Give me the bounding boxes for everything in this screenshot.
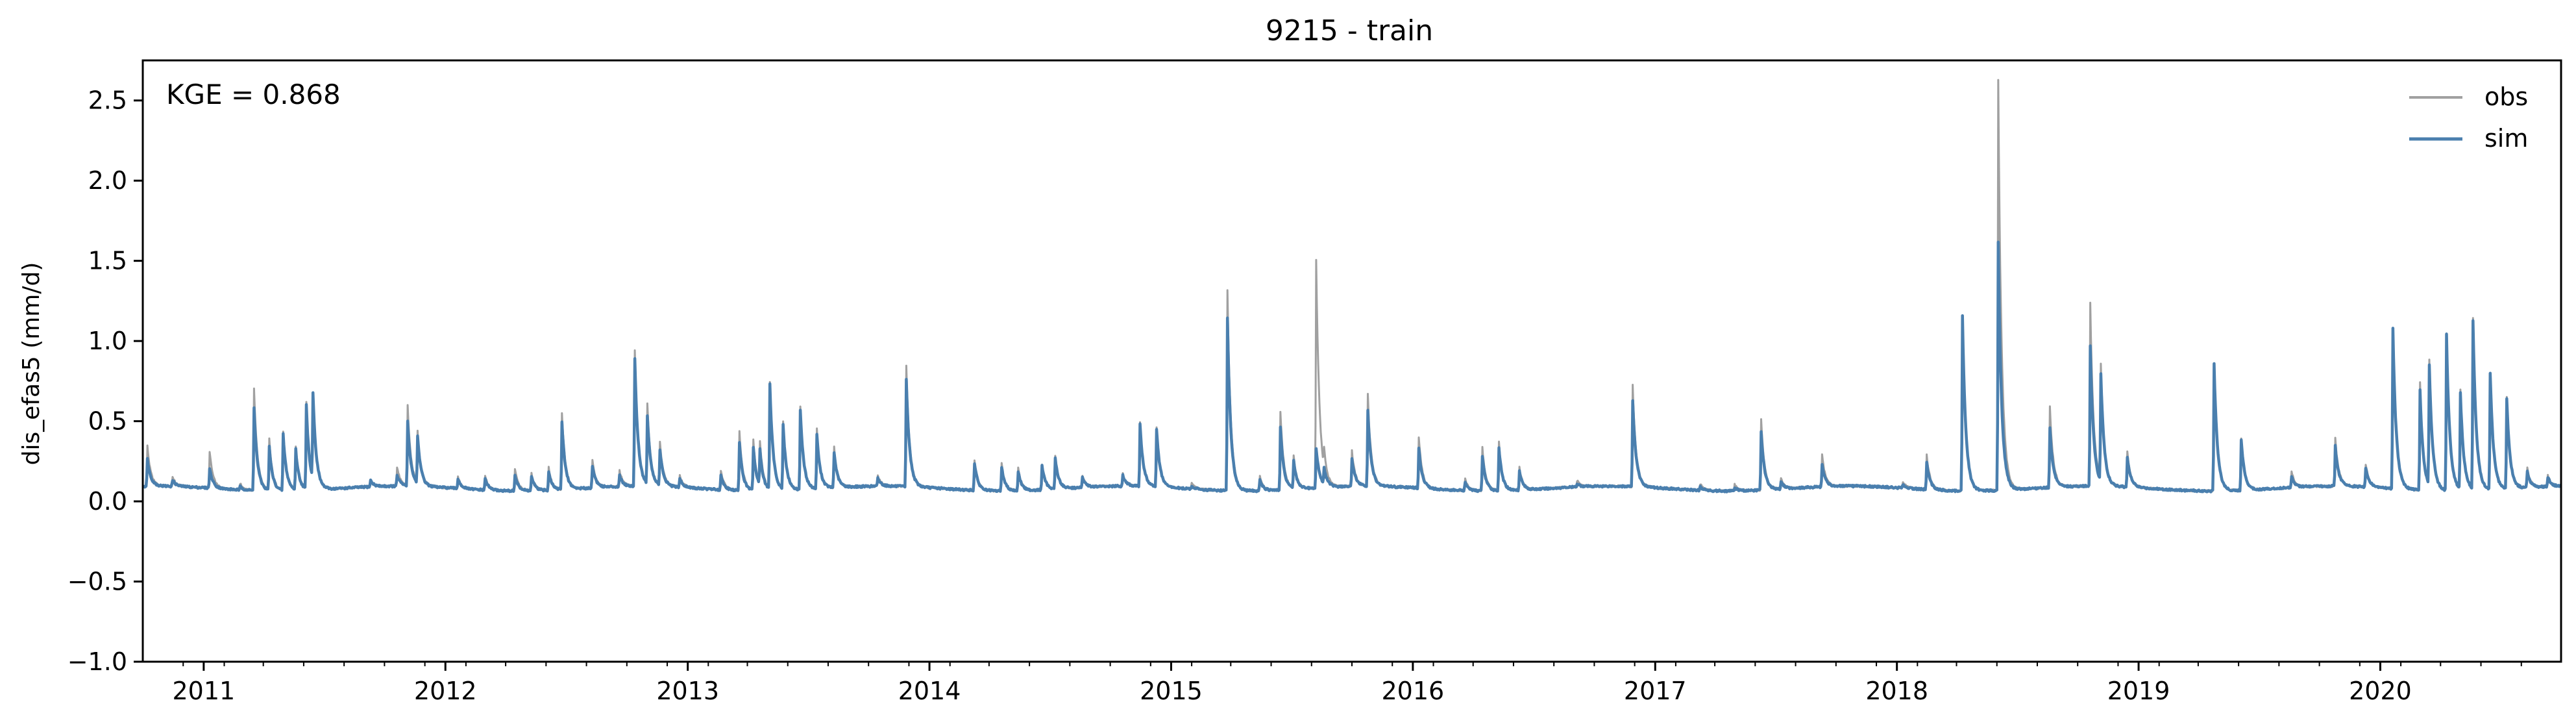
y-tick-label: 1.0 [88,327,127,355]
chart-title: 9215 - train [1266,14,1433,47]
x-tick-label: 2018 [1865,677,1928,705]
y-tick-label: 1.5 [88,247,127,275]
y-tick-label: 0.5 [88,407,127,436]
x-axis: 2011 2012 2013 2014 2015 2016 2017 2018 2019 2020 [173,662,2522,705]
x-tick-label: 2017 [1624,677,1687,705]
plot-area: −1.0−0.50.00.51.01.52.02.5 2011 2012 2013 2… [67,59,2562,705]
x-tick-label: 2013 [656,677,719,705]
plot-frame [141,59,2562,663]
legend: obs sim [2409,82,2528,153]
y-tick-label: 0.0 [88,487,127,516]
y-axis: −1.0 −0.5 0.0 0.5 1.0 1.5 2.0 2.5 [67,86,143,676]
x-tick-label: 2020 [2349,677,2412,705]
series-layer [141,79,2562,494]
y-axis-label: dis_efas5 (mm/d) [18,262,45,466]
x-tick-label: 2011 [173,677,236,705]
x-tick-label: 2016 [1382,677,1445,705]
y-tick-label: −0.5 [67,568,127,596]
x-tick-label: 2015 [1140,677,1203,705]
y-tick-label: 2.0 [88,166,127,195]
x-tick-label: 2014 [898,677,961,705]
legend-sim-label: sim [2484,124,2528,153]
series-line-sim [141,240,2562,494]
x-tick-label: 2012 [414,677,477,705]
x-tick-label: 2019 [2107,677,2170,705]
y-tick-label: −1.0 [67,647,127,676]
y-tick-label: 2.5 [88,86,127,115]
kge-annotation: KGE = 0.868 [166,79,341,110]
legend-obs-label: obs [2484,82,2528,111]
